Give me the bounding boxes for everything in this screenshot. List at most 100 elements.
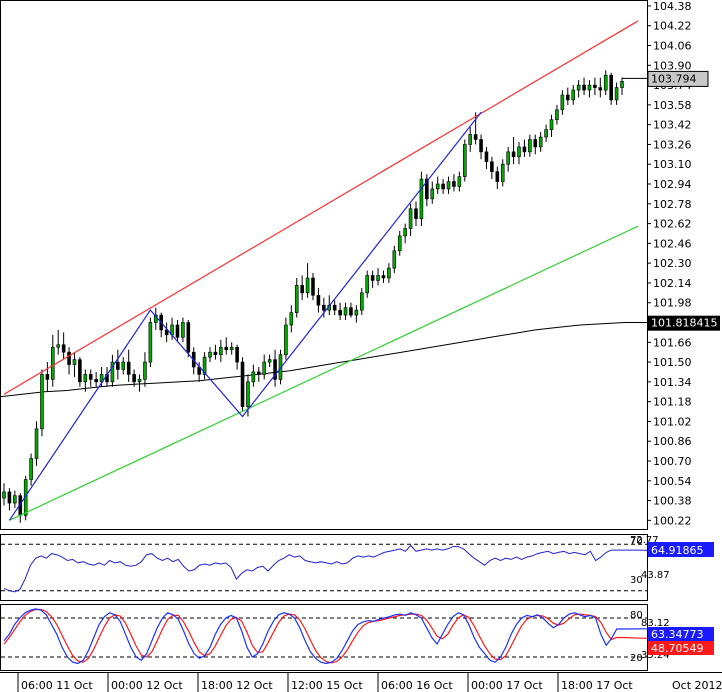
candle-body [34, 428, 39, 459]
price-y-tick-label: 103.90 [653, 59, 692, 72]
price-y-tick-label: 101.98 [653, 297, 692, 310]
candlestick-series [2, 70, 624, 523]
candle-body [110, 361, 115, 383]
stochastic-level-label-20: 20 [630, 653, 643, 664]
candle-body [181, 322, 185, 338]
candle-body [522, 146, 527, 153]
stochastic-main-tag [648, 627, 714, 641]
candle-body [473, 134, 478, 140]
stochastic-main-label: 63.34773 [651, 628, 704, 641]
price-y-tick-label: 102.46 [653, 237, 692, 250]
candle-body [116, 361, 120, 370]
x-axis-label-month: Oct 2012 [672, 679, 722, 692]
candle-body [490, 161, 494, 172]
candle-body [132, 374, 136, 383]
rsi-line [3, 544, 648, 593]
candle-body [294, 285, 299, 313]
candle-body [381, 275, 386, 279]
price-y-tick-label: 102.14 [653, 277, 692, 290]
candle-body [349, 307, 353, 316]
channel-lower-line [9, 225, 639, 521]
moving-average-line [0, 322, 647, 398]
candle-body [430, 188, 435, 200]
x-axis-tick-label: 18:00 17 Oct [561, 679, 633, 692]
candle-body [397, 235, 402, 252]
price-y-tick-label: 104.22 [653, 20, 692, 33]
price-y-tick-label: 102.94 [653, 178, 692, 191]
candle-body [289, 312, 294, 326]
candle-body [311, 277, 315, 296]
candle-body [354, 309, 359, 316]
candle-body [284, 324, 288, 355]
candle-body [137, 379, 142, 383]
candle-body [392, 250, 397, 269]
candle-body [343, 307, 348, 316]
candle-body [61, 344, 66, 353]
rsi-value-label: 64.91865 [651, 544, 704, 557]
candle-body [571, 89, 576, 101]
stochastic-signal-tag [648, 641, 714, 655]
candle-body [78, 359, 82, 383]
stochastic-panel-frame [0, 604, 648, 671]
candle-body [7, 491, 12, 504]
stochastic-level-label-80: 80 [630, 610, 643, 621]
candle-body [13, 495, 17, 504]
candle-body [620, 81, 624, 88]
rsi-value-tag [648, 542, 714, 557]
candle-body [50, 346, 55, 380]
candle-body [517, 146, 521, 158]
candle-body [29, 458, 33, 480]
price-y-tick-label: 101.66 [653, 336, 692, 349]
candle-body [435, 183, 440, 190]
x-axis-tick-label: 00:00 17 Oct [471, 679, 543, 692]
stochastic-axis-label-upper: 83.12 [641, 618, 670, 629]
candle-body [452, 181, 456, 187]
candle-body [175, 324, 180, 338]
candle-body [441, 183, 445, 190]
candle-body [72, 359, 77, 365]
candle-body [359, 292, 364, 311]
candle-body [365, 275, 370, 294]
candle-body [484, 151, 489, 163]
stochastic-signal-line [3, 608, 648, 664]
candle-body [229, 346, 234, 351]
candle-body [479, 139, 483, 153]
candle-body [587, 84, 592, 91]
price-y-tick-label: 102.62 [653, 218, 692, 231]
candle-body [83, 374, 88, 383]
overlay-lines [3, 20, 639, 521]
rsi-panel-frame [0, 534, 648, 601]
candle-body [240, 361, 245, 407]
candle-body [500, 163, 505, 182]
candle-body [603, 74, 608, 91]
stochastic-main-line [3, 608, 648, 665]
candle-body [598, 87, 603, 91]
candle-body [538, 136, 543, 148]
channel-upper-line [3, 20, 639, 395]
candle-body [235, 346, 239, 363]
candle-body [528, 139, 532, 153]
panel-frames [0, 0, 722, 673]
candle-body [403, 228, 407, 237]
candle-body [305, 277, 310, 294]
candle-body [576, 84, 581, 91]
candle-body [332, 304, 337, 311]
candle-body [533, 139, 538, 148]
candle-body [511, 151, 516, 158]
current-price-tag [647, 70, 709, 87]
candle-body [316, 294, 321, 306]
x-axis-tick-label: 00:00 12 Oct [111, 679, 183, 692]
x-axis-tick-label: 06:00 11 Oct [21, 679, 93, 692]
candle-body [208, 351, 212, 358]
moving-average-line-group [0, 322, 647, 398]
price-y-tick-label: 101.50 [653, 356, 692, 369]
candle-body [219, 346, 223, 355]
candle-body [462, 144, 467, 177]
candle-body [387, 267, 391, 279]
candle-body [322, 304, 326, 311]
candle-body [506, 151, 510, 165]
price-y-tick-label: 101.18 [653, 396, 692, 409]
candle-body [186, 322, 191, 353]
price-y-tick-label: 104.06 [653, 40, 692, 53]
